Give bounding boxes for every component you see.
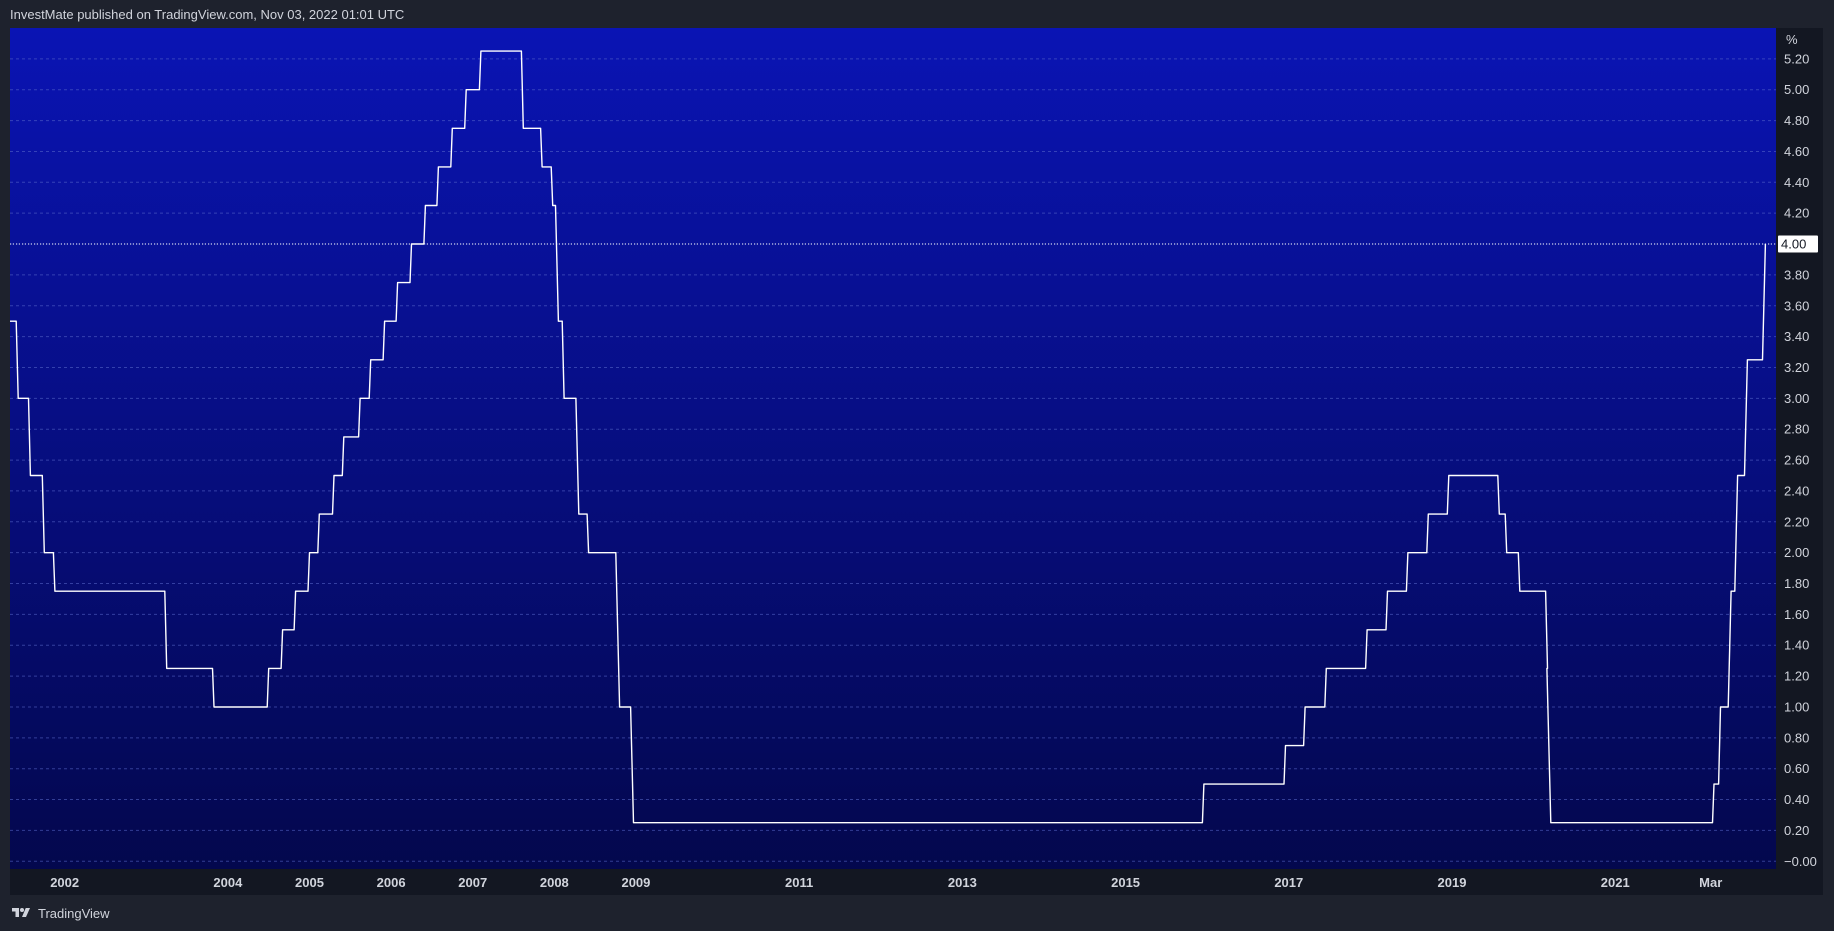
x-axis-ticks: 2002 2004 2005 2006 2007 2008 2009 2011 2013 2015… xyxy=(50,875,1722,890)
plot-background xyxy=(10,28,1776,895)
y-tick-label: 4.40 xyxy=(1784,175,1809,190)
y-tick-label: 1.80 xyxy=(1784,576,1809,591)
y-tick-label: 3.00 xyxy=(1784,391,1809,406)
y-tick-label: 2.80 xyxy=(1784,422,1809,437)
y-tick-label: 1.20 xyxy=(1784,669,1809,684)
x-tick-label: 2005 xyxy=(295,875,324,890)
x-tick-label: 2007 xyxy=(458,875,487,890)
x-tick-label: 2002 xyxy=(50,875,79,890)
y-tick-label: 3.80 xyxy=(1784,267,1809,282)
series-layer xyxy=(10,50,1767,824)
y-tick-label: 3.60 xyxy=(1784,298,1809,313)
last-value-badge xyxy=(1778,235,1818,253)
y-tick-label: 0.40 xyxy=(1784,792,1809,807)
time-axis-panel[interactable] xyxy=(10,869,1776,895)
y-tick-label: 2.40 xyxy=(1784,483,1809,498)
x-tick-label: 2008 xyxy=(540,875,569,890)
x-tick-label: 2017 xyxy=(1274,875,1303,890)
series-line xyxy=(10,50,1767,824)
y-tick-label: 5.00 xyxy=(1784,82,1809,97)
y-tick-label: 5.20 xyxy=(1784,51,1809,66)
x-tick-label: 2011 xyxy=(785,875,813,890)
y-tick-label: 1.40 xyxy=(1784,638,1809,653)
grid-lines xyxy=(10,58,1776,862)
interest-rate-chart[interactable]: 5.20 5.00 4.80 4.60 4.40 4.20 4.00 3.80 3.60 3.40… xyxy=(10,28,1823,895)
x-tick-label: 2006 xyxy=(377,875,406,890)
price-axis-panel[interactable] xyxy=(1776,28,1823,895)
x-tick-label: 2013 xyxy=(948,875,977,890)
y-tick-label: 3.40 xyxy=(1784,329,1809,344)
y-tick-label: 3.20 xyxy=(1784,360,1809,375)
last-value-layer: 4.00 xyxy=(10,235,1818,253)
tradingview-logo-icon[interactable] xyxy=(10,906,32,920)
x-tick-label: Mar xyxy=(1699,875,1722,890)
y-tick-label: −0.00 xyxy=(1784,854,1817,869)
x-tick-label: 2004 xyxy=(213,875,243,890)
y-tick-label: 2.00 xyxy=(1784,545,1809,560)
y-tick-label: 4.20 xyxy=(1784,206,1809,221)
chart-frame[interactable]: 5.20 5.00 4.80 4.60 4.40 4.20 4.00 3.80 3.60 3.40… xyxy=(10,28,1823,895)
publication-header: InvestMate published on TradingView.com,… xyxy=(10,7,405,22)
y-tick-label: 1.60 xyxy=(1784,607,1809,622)
y-tick-label: 4.80 xyxy=(1784,113,1809,128)
y-tick-label: 1.00 xyxy=(1784,699,1809,714)
y-tick-label: 2.20 xyxy=(1784,514,1809,529)
x-tick-label: 2021 xyxy=(1601,875,1630,890)
y-tick-label: 0.80 xyxy=(1784,730,1809,745)
y-tick-label: 2.60 xyxy=(1784,453,1809,468)
footer: TradingView xyxy=(10,899,110,927)
last-value-label: 4.00 xyxy=(1781,237,1806,252)
x-tick-label: 2015 xyxy=(1111,875,1140,890)
y-unit-label: % xyxy=(1786,32,1798,47)
y-tick-label: 4.60 xyxy=(1784,144,1809,159)
y-tick-label: 0.20 xyxy=(1784,823,1809,838)
x-tick-label: 2019 xyxy=(1438,875,1467,890)
y-axis-ticks: 5.20 5.00 4.80 4.60 4.40 4.20 4.00 3.80 3.60 3.40… xyxy=(1784,32,1817,869)
tradingview-brand[interactable]: TradingView xyxy=(38,905,110,921)
y-tick-label: 0.60 xyxy=(1784,761,1809,776)
x-tick-label: 2009 xyxy=(621,875,650,890)
